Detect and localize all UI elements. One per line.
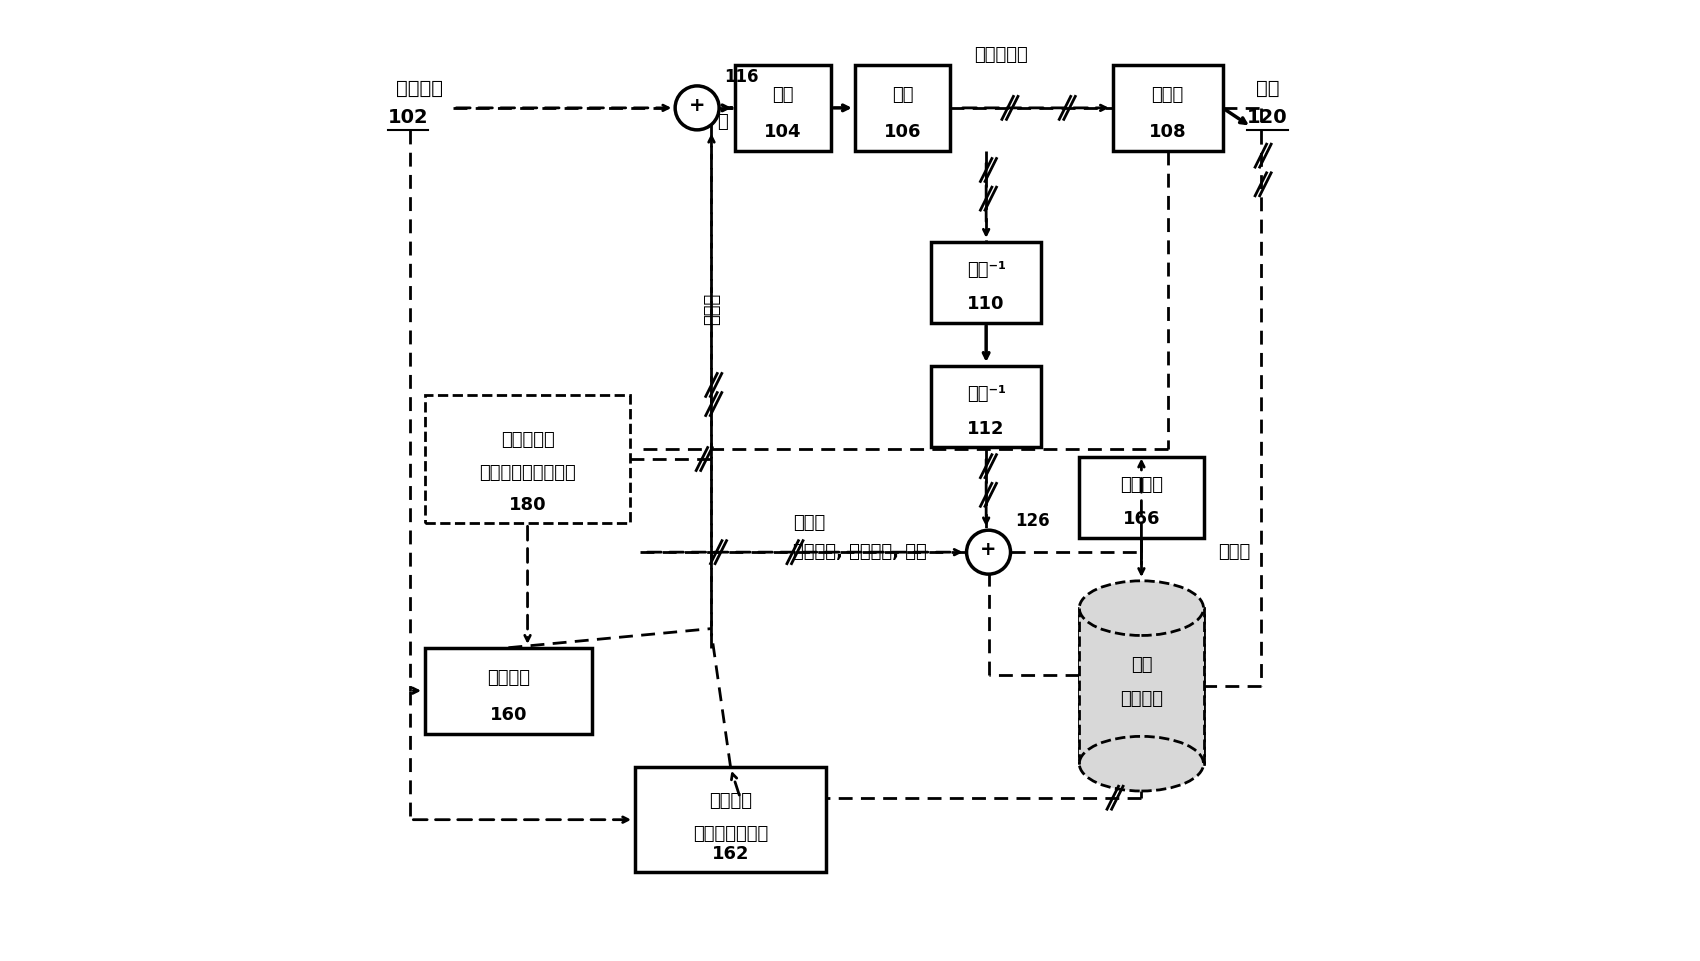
Circle shape bbox=[675, 86, 719, 130]
Text: 空间预测: 空间预测 bbox=[486, 669, 530, 687]
Text: 量化: 量化 bbox=[892, 86, 913, 105]
Text: +: + bbox=[688, 95, 705, 114]
Text: 106: 106 bbox=[884, 123, 921, 141]
Text: （估计与补偿）: （估计与补偿） bbox=[694, 825, 768, 843]
Text: 110: 110 bbox=[967, 295, 1005, 313]
Text: 位流: 位流 bbox=[1256, 79, 1280, 98]
Text: 运动预测: 运动预测 bbox=[709, 792, 751, 809]
Bar bbox=[1080, 608, 1204, 764]
Bar bbox=[636, 767, 826, 873]
Text: 164: 164 bbox=[1122, 754, 1159, 773]
Bar bbox=[1080, 608, 1204, 764]
Bar bbox=[855, 65, 950, 151]
Text: 模式判定与: 模式判定与 bbox=[502, 431, 554, 449]
Text: 变换⁻¹: 变换⁻¹ bbox=[967, 385, 1006, 403]
Text: +: + bbox=[981, 540, 996, 558]
Bar bbox=[425, 395, 631, 524]
Text: 画面存储: 画面存储 bbox=[1120, 690, 1163, 708]
Text: 108: 108 bbox=[1149, 123, 1187, 141]
Text: 预测块: 预测块 bbox=[792, 514, 824, 532]
Text: 180: 180 bbox=[508, 496, 546, 514]
Text: 166: 166 bbox=[1122, 510, 1159, 529]
Text: 输入视频: 输入视频 bbox=[396, 79, 444, 98]
Bar bbox=[932, 366, 1040, 447]
Text: 变换: 变换 bbox=[772, 86, 794, 105]
Text: 104: 104 bbox=[765, 123, 802, 141]
Text: 编码模式, 预测模式, 运动: 编码模式, 预测模式, 运动 bbox=[792, 543, 926, 561]
Text: 116: 116 bbox=[724, 68, 758, 86]
Text: 102: 102 bbox=[388, 108, 428, 127]
Text: 熵编码: 熵编码 bbox=[1151, 86, 1183, 105]
Text: 112: 112 bbox=[967, 420, 1005, 437]
Ellipse shape bbox=[1080, 580, 1204, 635]
Bar bbox=[736, 65, 831, 151]
Text: －: － bbox=[717, 113, 728, 132]
Text: 126: 126 bbox=[1015, 512, 1051, 530]
Ellipse shape bbox=[1080, 736, 1204, 791]
Bar bbox=[425, 648, 592, 733]
Bar bbox=[1080, 456, 1204, 538]
Text: 120: 120 bbox=[1248, 108, 1289, 127]
Text: 162: 162 bbox=[712, 845, 750, 863]
Circle shape bbox=[967, 530, 1010, 574]
Text: 基准: 基准 bbox=[1130, 655, 1153, 674]
Text: 残差系数块: 残差系数块 bbox=[974, 46, 1028, 64]
Text: 其它编码器控制逻辑: 其它编码器控制逻辑 bbox=[479, 464, 576, 482]
Bar bbox=[1114, 65, 1222, 151]
Text: 环滤波器: 环滤波器 bbox=[1120, 476, 1163, 494]
Bar bbox=[932, 241, 1040, 323]
Text: 重构块: 重构块 bbox=[1217, 543, 1250, 561]
Text: 160: 160 bbox=[490, 706, 527, 725]
Text: 量化⁻¹: 量化⁻¹ bbox=[967, 260, 1006, 279]
Text: 预测块: 预测块 bbox=[704, 292, 721, 325]
